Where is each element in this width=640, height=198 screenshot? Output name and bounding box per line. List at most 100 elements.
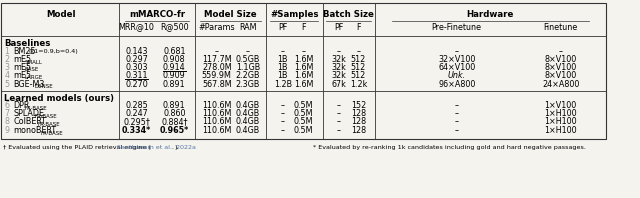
Text: Model: Model [46, 10, 76, 19]
Text: 1B: 1B [278, 55, 288, 64]
Text: 152: 152 [351, 101, 366, 110]
Text: SMALL: SMALL [24, 60, 42, 65]
Text: 3: 3 [4, 63, 10, 72]
Text: 128: 128 [351, 109, 366, 118]
Text: Batch Size: Batch Size [323, 10, 374, 19]
Text: –: – [455, 47, 459, 56]
Text: DENSE: DENSE [35, 84, 53, 89]
Text: 24×A800: 24×A800 [542, 80, 579, 89]
Text: Pre-Finetune: Pre-Finetune [432, 23, 482, 31]
Text: † Evaluated using the PLAID retrieval engine (: † Evaluated using the PLAID retrieval en… [3, 145, 151, 150]
Text: 0.247: 0.247 [125, 109, 148, 118]
Text: 0.4GB: 0.4GB [236, 109, 260, 118]
Text: 0.303: 0.303 [125, 63, 148, 72]
Text: 0.4GB: 0.4GB [236, 126, 260, 135]
Text: mE5: mE5 [13, 55, 32, 64]
Text: –: – [281, 47, 285, 56]
Text: 0.295†: 0.295† [123, 117, 150, 126]
Text: 2.3GB: 2.3GB [236, 80, 260, 89]
Text: 110.6M: 110.6M [202, 109, 232, 118]
Text: 0.965*: 0.965* [159, 126, 189, 135]
Text: 0.681: 0.681 [163, 47, 186, 56]
Text: 7: 7 [4, 109, 10, 118]
Text: DPR: DPR [13, 101, 30, 110]
Text: –: – [455, 101, 459, 110]
Text: 64×V100: 64×V100 [438, 63, 476, 72]
Text: 1×H100: 1×H100 [545, 126, 577, 135]
Text: 1B: 1B [278, 71, 288, 80]
Text: 110.6M: 110.6M [202, 126, 232, 135]
Text: 5: 5 [4, 80, 10, 89]
Text: #Params: #Params [198, 23, 235, 31]
Text: FR-BASE: FR-BASE [38, 122, 60, 127]
Text: –: – [455, 117, 459, 126]
Text: –: – [246, 47, 250, 56]
Text: Learned models (ours): Learned models (ours) [4, 93, 114, 103]
Text: 0.884†: 0.884† [161, 117, 188, 126]
Text: 1: 1 [4, 47, 10, 56]
Text: –: – [337, 101, 340, 110]
Text: Model Size: Model Size [204, 10, 257, 19]
Text: Santhanam et al., 2022a: Santhanam et al., 2022a [117, 145, 196, 150]
Text: 0.5M: 0.5M [294, 109, 314, 118]
Text: 1.2B: 1.2B [274, 80, 292, 89]
Text: MRR@10: MRR@10 [118, 23, 154, 31]
Text: 0.914: 0.914 [163, 63, 186, 72]
Text: –: – [337, 126, 340, 135]
Text: 1.1GB: 1.1GB [236, 63, 260, 72]
Text: 278.0M: 278.0M [202, 63, 232, 72]
Text: Hardware: Hardware [467, 10, 514, 19]
Text: 2.2GB: 2.2GB [236, 71, 260, 80]
Text: LARGE: LARGE [24, 75, 42, 80]
Text: (k1=0.9,b=0.4): (k1=0.9,b=0.4) [29, 49, 79, 54]
Text: 1B: 1B [278, 63, 288, 72]
Text: RAM: RAM [239, 23, 257, 31]
Text: 1.6M: 1.6M [294, 63, 314, 72]
Text: 8: 8 [4, 117, 10, 126]
Text: F: F [356, 23, 361, 31]
Text: 128: 128 [351, 126, 366, 135]
Text: mE5: mE5 [13, 63, 32, 72]
Text: 2: 2 [4, 55, 10, 64]
Text: PF: PF [278, 23, 287, 31]
Text: 6: 6 [4, 101, 10, 110]
Text: 0.285: 0.285 [125, 101, 148, 110]
Text: 0.891: 0.891 [163, 101, 186, 110]
Text: 0.5M: 0.5M [294, 101, 314, 110]
Text: ).: ). [174, 145, 179, 150]
Text: R@500: R@500 [160, 23, 189, 31]
Text: Unk.: Unk. [447, 71, 466, 80]
Text: 0.311: 0.311 [125, 71, 148, 80]
Text: FR-BASE: FR-BASE [24, 106, 47, 111]
Text: 32k: 32k [332, 71, 346, 80]
Text: 0.270: 0.270 [125, 80, 148, 89]
Text: 128: 128 [351, 117, 366, 126]
Text: –: – [281, 117, 285, 126]
Text: 0.891: 0.891 [163, 80, 186, 89]
Text: 512: 512 [351, 63, 366, 72]
Text: 559.9M: 559.9M [202, 71, 232, 80]
Text: 0.4GB: 0.4GB [236, 117, 260, 126]
Text: 1×V100: 1×V100 [545, 101, 577, 110]
Bar [1, 3, 606, 139]
Text: –: – [559, 47, 563, 56]
Text: monoBERT: monoBERT [13, 126, 57, 135]
Text: #Samples: #Samples [270, 10, 319, 19]
Text: –: – [337, 109, 340, 118]
Text: 567.8M: 567.8M [202, 80, 232, 89]
Text: 512: 512 [351, 71, 366, 80]
Text: –: – [281, 126, 285, 135]
Text: 0.297: 0.297 [125, 55, 148, 64]
Text: FR-BASE: FR-BASE [41, 130, 63, 135]
Text: SPLADE: SPLADE [13, 109, 45, 118]
Text: 32k: 32k [332, 55, 346, 64]
Text: 4: 4 [4, 71, 10, 80]
Text: 9: 9 [4, 126, 10, 135]
Text: 110.6M: 110.6M [202, 117, 232, 126]
Text: mE5: mE5 [13, 71, 32, 80]
Text: Baselines: Baselines [4, 39, 51, 48]
Text: 0.4GB: 0.4GB [236, 101, 260, 110]
Text: ColBERT: ColBERT [13, 117, 47, 126]
Text: Finetune: Finetune [543, 23, 578, 31]
Text: 96×A800: 96×A800 [438, 80, 476, 89]
